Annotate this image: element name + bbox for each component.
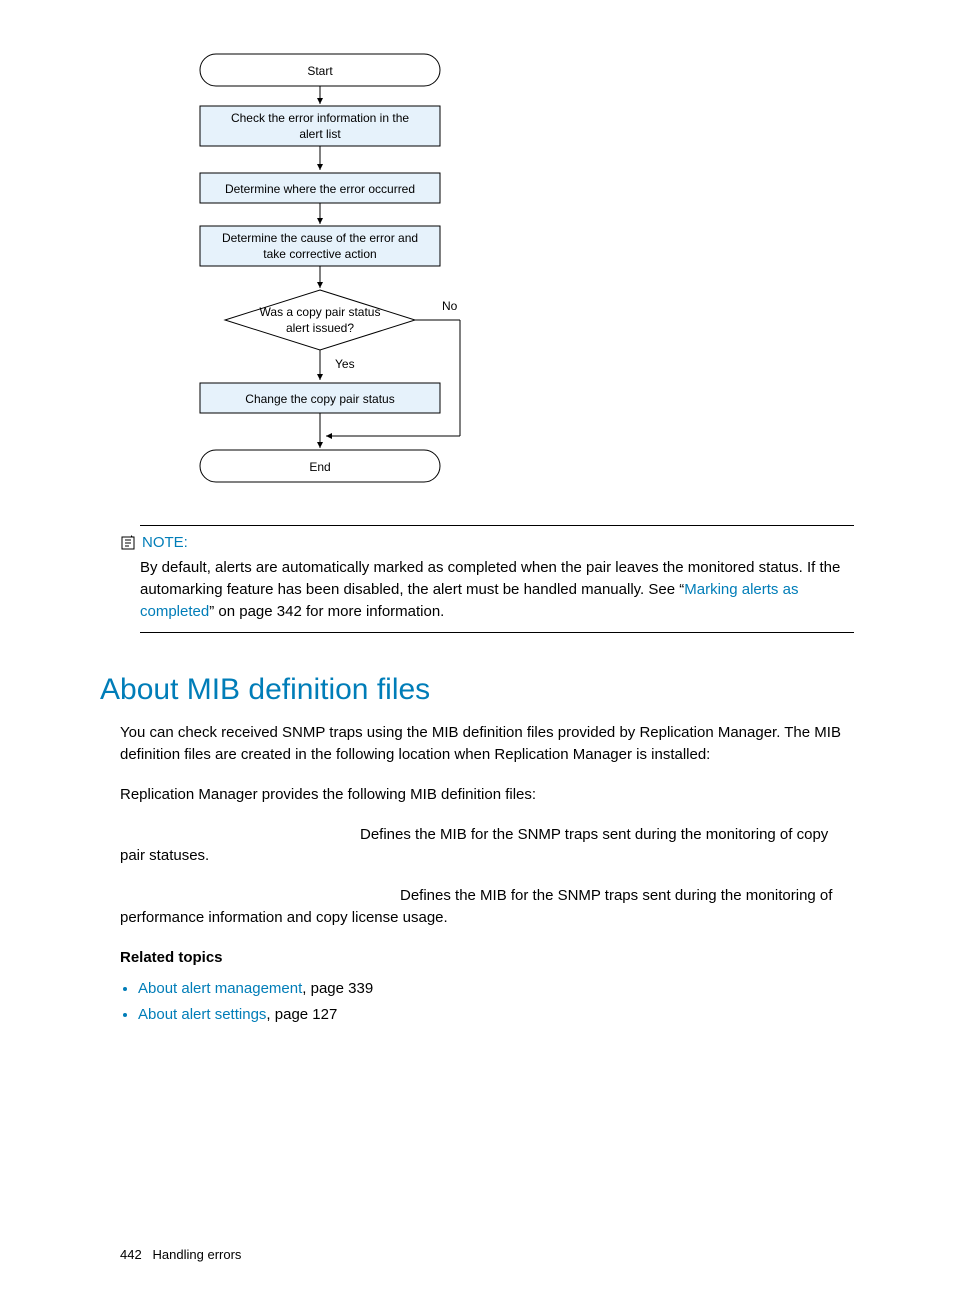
section-p1: You can check received SNMP traps using … <box>120 722 854 766</box>
related-item: About alert management, page 339 <box>138 976 854 1002</box>
note-section: NOTE: By default, alerts are automatical… <box>120 525 854 633</box>
flowchart: Start Check the error information in the… <box>180 50 854 495</box>
flow-cause-l1: Determine the cause of the error and <box>222 231 418 245</box>
note-body: By default, alerts are automatically mar… <box>140 557 854 622</box>
flow-yes-label: Yes <box>335 357 355 371</box>
flow-decision-l1: Was a copy pair status <box>260 305 381 319</box>
flow-change-label: Change the copy pair status <box>245 392 394 406</box>
section-title: About MIB definition files <box>100 673 854 707</box>
flow-end-label: End <box>309 460 330 474</box>
flow-start-label: Start <box>307 64 333 78</box>
note-label: NOTE: <box>142 534 188 551</box>
chapter-title: Handling errors <box>153 1247 242 1262</box>
flow-check-l2: alert list <box>299 127 341 141</box>
flow-no-label: No <box>442 299 458 313</box>
flow-decision-l2: alert issued? <box>286 321 354 335</box>
flow-cause-l2: take corrective action <box>263 247 376 261</box>
related-topics-list: About alert management, page 339 About a… <box>120 976 854 1027</box>
flow-check-l1: Check the error information in the <box>231 111 409 125</box>
page-number: 442 <box>120 1247 142 1262</box>
note-icon <box>120 535 136 551</box>
section-p3: Defines the MIB for the SNMP traps sent … <box>120 824 854 868</box>
flow-where-label: Determine where the error occurred <box>225 182 415 196</box>
flow-decision <box>225 290 415 350</box>
related-link[interactable]: About alert management <box>138 980 302 997</box>
section-p2: Replication Manager provides the followi… <box>120 784 854 806</box>
note-text-2: ” on page 342 for more information. <box>209 603 444 620</box>
related-item: About alert settings, page 127 <box>138 1002 854 1028</box>
section-p4: Defines the MIB for the SNMP traps sent … <box>120 885 854 929</box>
page-footer: 442 Handling errors <box>120 1247 854 1262</box>
related-topics-heading: Related topics <box>120 947 854 969</box>
related-link[interactable]: About alert settings <box>138 1006 266 1023</box>
